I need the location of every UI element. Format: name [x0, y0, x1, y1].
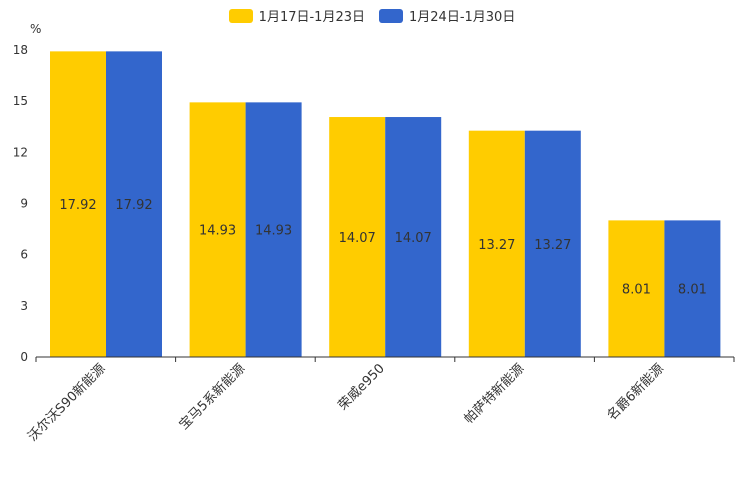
legend-label-series-1: 1月17日-1月23日 — [258, 10, 365, 25]
bar[interactable] — [664, 220, 721, 357]
bar[interactable] — [468, 130, 525, 357]
x-tick-label: 帕萨特新能源 — [461, 361, 527, 427]
bar[interactable] — [106, 51, 162, 358]
bar[interactable] — [524, 130, 581, 357]
bar[interactable] — [608, 220, 665, 357]
bar[interactable] — [50, 51, 106, 358]
bar[interactable] — [189, 102, 246, 357]
legend-swatch-series-1 — [228, 8, 253, 23]
y-axis: 0 3 6 9 12 15 18 — [13, 43, 28, 364]
x-tick-label: 名爵6新能源 — [604, 361, 667, 424]
legend-item-series-1[interactable]: 1月17日-1月23日 — [228, 6, 365, 25]
legend-item-series-2[interactable]: 1月24日-1月30日 — [379, 6, 515, 25]
y-tick-label: 18 — [13, 43, 28, 57]
y-axis-unit: % — [30, 22, 41, 36]
y-tick-label: 12 — [13, 145, 28, 159]
bar[interactable] — [385, 117, 442, 357]
bar-value-label: 17.92 — [115, 198, 152, 213]
bar-value-label: 13.27 — [534, 238, 571, 253]
bar-value-label: 14.07 — [339, 231, 376, 246]
bars: 17.92 17.92 14.93 14.93 14.07 14.07 13.27 13.27… — [50, 51, 721, 358]
bar-value-label: 14.93 — [255, 224, 292, 239]
legend-swatch-series-2 — [379, 8, 403, 23]
y-tick-label: 9 — [20, 197, 28, 211]
bar-value-label: 14.93 — [199, 224, 236, 239]
bar[interactable] — [329, 117, 386, 357]
y-tick-label: 15 — [13, 94, 28, 108]
y-tick-label: 0 — [20, 350, 28, 364]
bar-value-label: 13.27 — [478, 238, 515, 253]
bar-value-label: 8.01 — [678, 283, 707, 298]
x-axis: 沃尔沃S90新能源 宝马5系新能源 荣威e950 帕萨特新能源 名爵6新能源 — [25, 356, 735, 445]
x-tick-label: 宝马5系新能源 — [176, 361, 248, 433]
bar-value-label: 17.92 — [59, 198, 96, 213]
x-tick-label: 沃尔沃S90新能源 — [25, 361, 109, 445]
y-tick-label: 3 — [20, 299, 28, 313]
bar[interactable] — [245, 102, 302, 357]
legend: 1月17日-1月23日 1月24日-1月30日 — [0, 6, 744, 25]
y-tick-label: 6 — [20, 248, 28, 262]
bar-value-label: 8.01 — [622, 283, 651, 298]
x-tick-label: 荣威e950 — [336, 361, 388, 413]
legend-label-series-2: 1月24日-1月30日 — [409, 10, 516, 25]
bar-value-label: 14.07 — [395, 231, 432, 246]
